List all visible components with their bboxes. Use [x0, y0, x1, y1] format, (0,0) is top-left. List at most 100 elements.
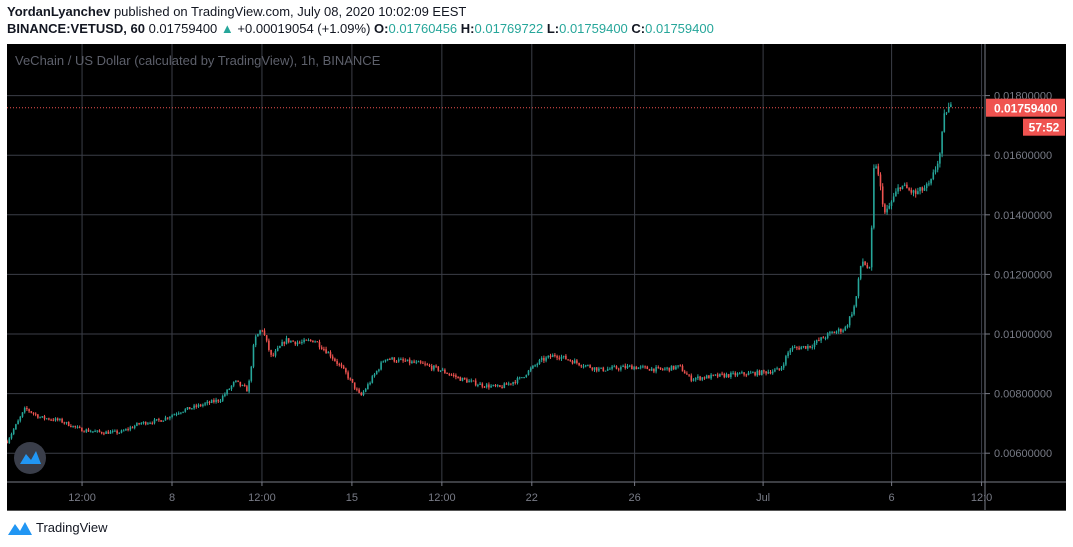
candle-body: [118, 432, 121, 434]
candle-body: [105, 431, 107, 434]
candle-body: [67, 422, 70, 427]
candle-body: [367, 384, 369, 390]
candle-body: [160, 420, 162, 422]
candle-body: [373, 374, 376, 377]
x-tick-label: 6: [889, 492, 895, 504]
candle-body: [532, 365, 534, 369]
candle-body: [87, 429, 90, 432]
candle-body: [556, 356, 558, 358]
candle-body: [670, 365, 673, 371]
last-price-tag: [986, 98, 1065, 117]
footer-brand[interactable]: TradingView: [36, 520, 108, 535]
candle-body: [716, 374, 719, 377]
candle-body: [703, 377, 706, 379]
candle-body: [545, 357, 547, 361]
candle-body: [171, 415, 173, 417]
chart-pane[interactable]: VeChain / US Dollar (calculated by Tradi…: [7, 44, 1066, 511]
candle-body: [644, 366, 646, 368]
candle-body: [89, 431, 92, 433]
candle-body: [353, 382, 356, 389]
candle-body: [30, 411, 33, 413]
candle-body: [474, 380, 477, 386]
candle-body: [83, 431, 85, 433]
candle-body: [92, 431, 94, 433]
candle-body: [109, 431, 112, 434]
candle-body: [217, 399, 220, 402]
candle-body: [587, 365, 589, 367]
candle-body: [818, 340, 820, 342]
candle-body: [826, 333, 829, 338]
candle-body: [569, 359, 572, 361]
author[interactable]: YordanLyanchev: [7, 4, 111, 19]
candle-body: [204, 403, 206, 405]
candle-body: [912, 190, 915, 193]
candle-body: [776, 368, 778, 370]
candle-body: [892, 196, 895, 202]
candle-body: [70, 426, 72, 428]
candle-body: [10, 433, 13, 439]
candle-body: [529, 368, 532, 371]
candle-body: [61, 418, 63, 423]
candle-body: [380, 362, 382, 370]
candle-body: [807, 345, 809, 349]
tv-badge[interactable]: [14, 442, 46, 474]
candle-body: [906, 184, 908, 189]
candle-body: [259, 330, 261, 334]
candle-body: [444, 369, 446, 373]
candle-body: [705, 375, 708, 379]
candle-body: [622, 365, 624, 368]
chart-svg[interactable]: VeChain / US Dollar (calculated by Tradi…: [7, 44, 1066, 510]
candle-body: [336, 361, 338, 364]
candle-body: [191, 408, 193, 410]
candle-body: [384, 359, 387, 362]
candle-body: [301, 342, 303, 344]
candle-body: [294, 341, 297, 345]
candle-body: [129, 427, 132, 430]
candle-body: [576, 360, 578, 363]
candle-body: [914, 190, 917, 194]
candle-body: [325, 349, 327, 354]
candle-body: [562, 355, 565, 357]
candle-body: [351, 378, 354, 383]
candle-body: [749, 372, 752, 374]
candle-body: [186, 407, 189, 410]
candle-body: [787, 352, 789, 357]
candle-body: [8, 438, 11, 443]
candle-body: [131, 427, 134, 429]
candle-body: [395, 361, 398, 363]
candle-body: [26, 407, 28, 410]
candle-body: [870, 227, 873, 268]
candle-body: [950, 104, 952, 108]
candle-body: [639, 366, 642, 368]
candle-body: [505, 383, 508, 385]
candle-body: [875, 166, 877, 169]
candle-body: [63, 422, 66, 424]
candle-body: [81, 427, 83, 432]
candle-body: [393, 357, 396, 362]
candle-body: [479, 383, 481, 385]
candle-body: [437, 366, 440, 371]
candle-body: [296, 342, 299, 345]
candle-body: [457, 377, 459, 379]
candle-body: [793, 347, 796, 349]
y-tick-label: 0.01400000: [994, 210, 1052, 222]
candle-body: [686, 373, 688, 375]
candle-body: [173, 414, 176, 416]
candle-body: [316, 341, 319, 343]
candle-body: [241, 385, 244, 387]
candle-body: [276, 347, 279, 351]
x-tick-label: 12:0: [971, 492, 992, 504]
x-tick-label: 26: [628, 492, 640, 504]
candle-body: [679, 365, 682, 367]
publish-info: YordanLyanchev published on TradingView.…: [7, 4, 466, 19]
publish-text: published on TradingView.com, July 08, 2…: [113, 4, 467, 19]
candle-body: [446, 372, 448, 374]
candle-body: [52, 419, 55, 421]
candle-body: [415, 361, 418, 363]
candle-body: [257, 333, 259, 337]
candle-body: [197, 404, 200, 407]
candle-body: [631, 365, 633, 370]
candle-body: [683, 371, 686, 374]
high-label: H:: [460, 21, 475, 36]
candle-body: [732, 372, 734, 374]
